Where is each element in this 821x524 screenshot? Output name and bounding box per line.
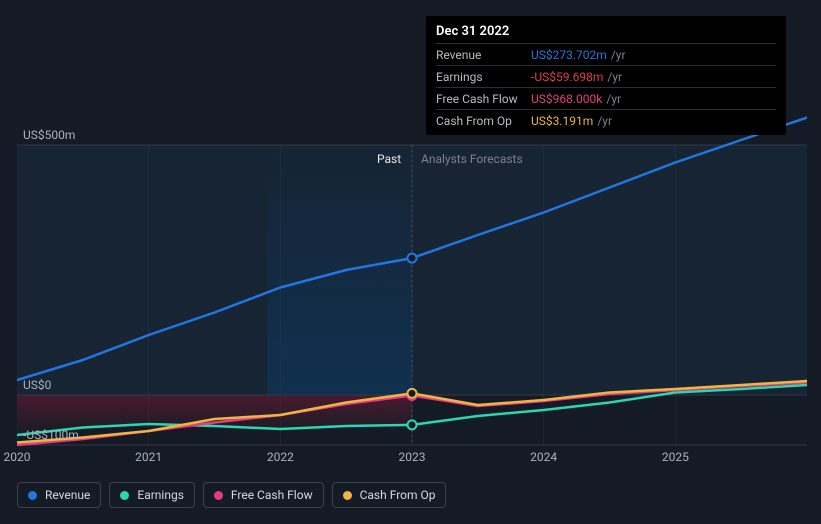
legend-item-earnings[interactable]: Earnings (109, 482, 195, 508)
y-axis-label: US$500m (23, 128, 75, 142)
x-axis-label: 2022 (267, 450, 294, 464)
tooltip-row: Cash From OpUS$3.191m/yr (436, 109, 776, 131)
x-axis-label: 2025 (662, 450, 689, 464)
chart-container: Dec 31 2022 RevenueUS$273.702m/yrEarning… (0, 0, 821, 524)
tooltip-row-value: US$3.191m (531, 114, 593, 128)
legend-label: Revenue (45, 488, 90, 502)
legend: Revenue Earnings Free Cash Flow Cash From O… (17, 482, 446, 508)
legend-label: Earnings (137, 488, 184, 502)
x-axis-label: 2021 (135, 450, 162, 464)
y-axis-label: -US$100m (23, 428, 79, 442)
x-axis-label: 2020 (4, 450, 31, 464)
tooltip-row: RevenueUS$273.702m/yr (436, 43, 776, 65)
legend-swatch (120, 491, 129, 500)
tooltip-row-label: Free Cash Flow (436, 92, 531, 106)
tooltip-row-value: -US$59.698m (531, 70, 603, 84)
legend-item-revenue[interactable]: Revenue (17, 482, 101, 508)
tooltip-row-unit: /yr (607, 70, 622, 84)
tooltip-date: Dec 31 2022 (436, 24, 776, 43)
tooltip-row-label: Earnings (436, 70, 531, 84)
legend-item-cashop[interactable]: Cash From Op (332, 482, 447, 508)
tooltip-row-unit: /yr (606, 92, 621, 106)
tooltip: Dec 31 2022 RevenueUS$273.702m/yrEarning… (426, 16, 786, 135)
tooltip-row-value: US$968.000k (531, 92, 602, 106)
y-axis-label: US$0 (23, 378, 51, 392)
legend-item-fcf[interactable]: Free Cash Flow (203, 482, 324, 508)
region-label-forecast: Analysts Forecasts (421, 152, 523, 166)
region-label-past: Past (377, 152, 401, 166)
x-axis-label: 2024 (530, 450, 557, 464)
x-axis-label: 2023 (399, 450, 426, 464)
legend-swatch (28, 491, 37, 500)
legend-label: Cash From Op (360, 488, 436, 502)
tooltip-row: Earnings-US$59.698m/yr (436, 65, 776, 87)
legend-swatch (343, 491, 352, 500)
tooltip-row-label: Revenue (436, 48, 531, 62)
legend-label: Free Cash Flow (231, 488, 313, 502)
legend-swatch (214, 491, 223, 500)
tooltip-row-unit: /yr (597, 114, 612, 128)
tooltip-row-label: Cash From Op (436, 114, 531, 128)
tooltip-row: Free Cash FlowUS$968.000k/yr (436, 87, 776, 109)
tooltip-row-unit: /yr (611, 48, 626, 62)
tooltip-row-value: US$273.702m (531, 48, 607, 62)
